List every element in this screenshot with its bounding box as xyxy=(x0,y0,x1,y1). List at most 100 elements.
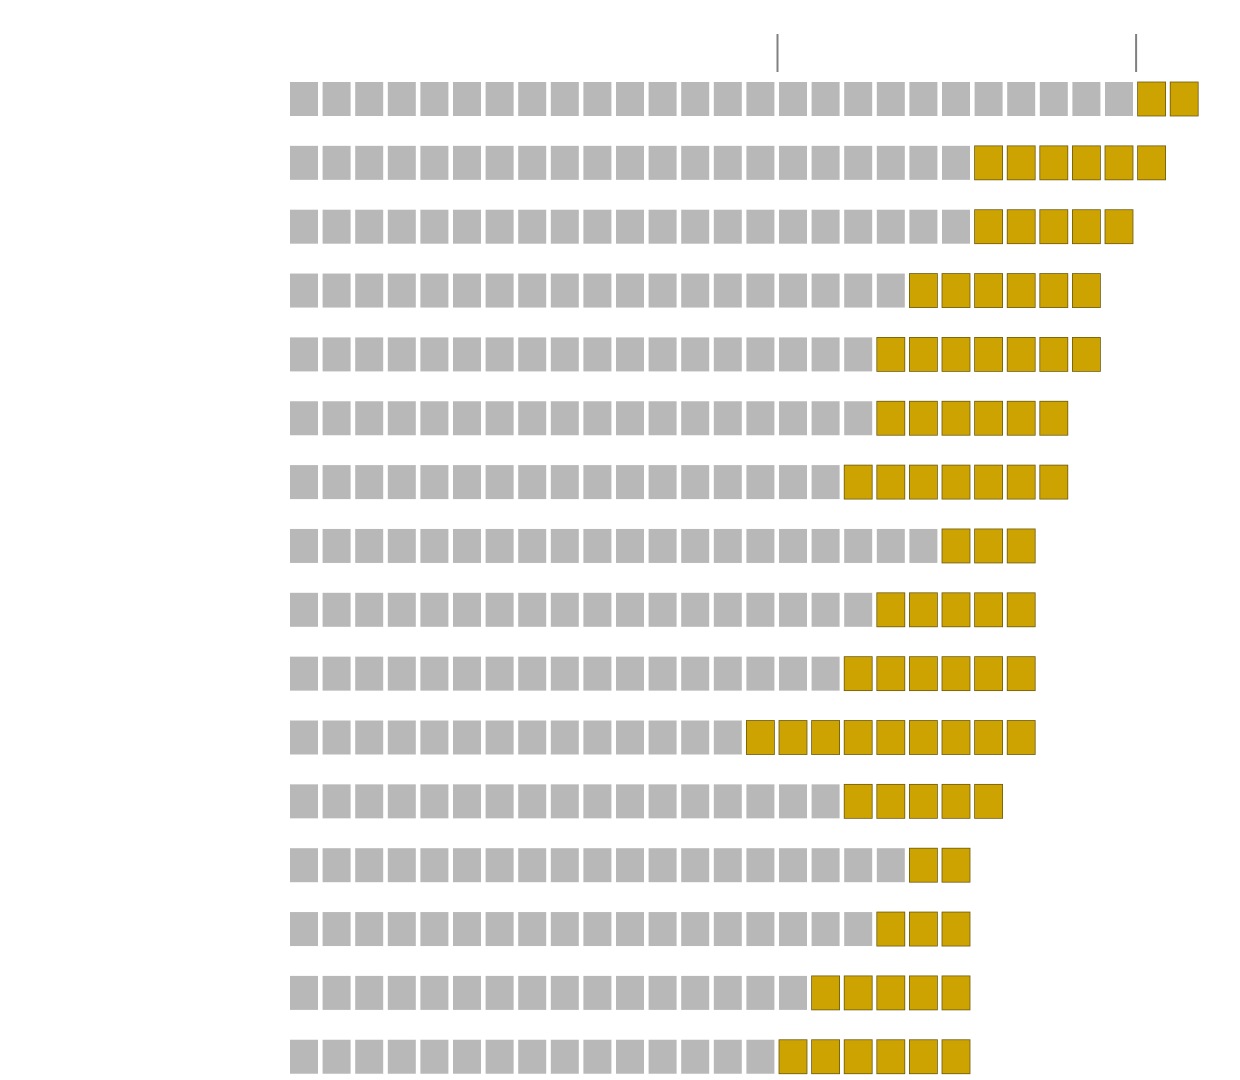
gray-cell xyxy=(1039,82,1068,116)
gray-cell xyxy=(420,528,449,563)
gray-cell xyxy=(322,209,351,244)
gold-cell xyxy=(876,783,906,819)
gray-cell xyxy=(583,145,612,180)
gold-cell xyxy=(778,1039,808,1075)
waffle-row xyxy=(290,400,1069,436)
gold-cell xyxy=(876,975,906,1011)
gold-cell xyxy=(941,1039,971,1075)
gray-cell xyxy=(518,1039,547,1074)
gold-cell xyxy=(1072,145,1101,181)
gray-cell xyxy=(779,592,807,627)
gray-cell xyxy=(746,912,775,947)
gray-cell xyxy=(387,784,416,819)
gray-cell xyxy=(518,337,547,372)
gray-cell xyxy=(746,401,775,436)
gold-cell xyxy=(1072,336,1101,372)
gray-cell xyxy=(681,592,710,627)
gray-cell xyxy=(387,209,416,244)
gray-cell xyxy=(811,401,840,436)
gray-cell xyxy=(616,592,644,627)
gray-cell xyxy=(485,1039,514,1074)
gold-cell xyxy=(941,400,971,436)
gray-cell xyxy=(648,82,677,116)
gold-cell xyxy=(1104,209,1134,245)
gray-cell xyxy=(550,912,579,947)
gray-cell xyxy=(681,912,710,947)
gray-cell xyxy=(583,848,612,883)
gold-cell xyxy=(1169,81,1199,117)
gray-cell xyxy=(518,848,547,883)
gold-cell xyxy=(974,336,1003,372)
gray-cell xyxy=(550,656,579,691)
waffle-row xyxy=(290,273,1101,308)
gray-cell xyxy=(681,465,710,500)
gray-cell xyxy=(453,528,481,563)
gray-cell xyxy=(550,592,579,627)
gold-cell xyxy=(778,720,808,755)
gray-cell xyxy=(746,82,775,116)
gray-cell xyxy=(616,465,644,500)
gray-cell xyxy=(453,720,481,755)
gray-cell xyxy=(616,528,644,563)
gray-cell xyxy=(550,401,579,436)
gold-cell xyxy=(974,464,1003,500)
gold-cell xyxy=(941,720,971,755)
gray-cell xyxy=(876,82,905,116)
gray-cell xyxy=(583,656,612,691)
gray-cell xyxy=(355,784,384,819)
gray-cell xyxy=(420,848,449,883)
gray-cell xyxy=(322,82,351,116)
gray-cell xyxy=(648,209,677,244)
gray-cell xyxy=(355,592,384,627)
gray-cell xyxy=(322,273,351,308)
gold-cell xyxy=(1006,464,1036,500)
gold-cell xyxy=(1039,145,1069,181)
gray-cell xyxy=(290,401,318,436)
gold-cell xyxy=(909,273,938,308)
gray-cell xyxy=(811,273,840,308)
gray-cell xyxy=(779,82,807,116)
gray-cell xyxy=(420,656,449,691)
gray-cell xyxy=(844,337,873,372)
gray-cell xyxy=(779,145,807,180)
gray-cell xyxy=(387,848,416,883)
gray-cell xyxy=(583,912,612,947)
gray-cell xyxy=(713,337,742,372)
gray-cell xyxy=(746,465,775,500)
gray-cell xyxy=(583,465,612,500)
waffle-row xyxy=(290,720,1036,755)
waffle-row xyxy=(290,847,971,883)
gray-cell xyxy=(355,465,384,500)
gray-cell xyxy=(779,656,807,691)
gray-cell xyxy=(518,401,547,436)
gray-cell xyxy=(681,656,710,691)
gray-cell xyxy=(713,912,742,947)
gray-cell xyxy=(550,82,579,116)
gray-cell xyxy=(518,209,547,244)
gray-cell xyxy=(453,1039,481,1074)
gray-cell xyxy=(746,784,775,819)
gray-cell xyxy=(616,912,644,947)
gold-cell xyxy=(1006,336,1036,372)
gold-cell xyxy=(909,464,938,500)
gold-cell xyxy=(843,656,873,692)
gray-cell xyxy=(616,848,644,883)
gold-cell xyxy=(974,528,1003,564)
gray-cell xyxy=(387,975,416,1010)
gold-cell xyxy=(909,847,938,883)
gray-cell xyxy=(779,528,807,563)
waffle-row xyxy=(290,81,1199,117)
gray-cell xyxy=(811,784,840,819)
gray-cell xyxy=(779,273,807,308)
gray-cell xyxy=(550,337,579,372)
waffle-row xyxy=(290,145,1166,181)
gray-cell xyxy=(942,82,970,116)
gray-cell xyxy=(713,465,742,500)
gray-cell xyxy=(648,656,677,691)
gray-cell xyxy=(811,912,840,947)
gold-cell xyxy=(876,656,906,692)
gray-cell xyxy=(681,720,710,755)
gold-cell xyxy=(1006,592,1036,628)
gray-cell xyxy=(322,848,351,883)
gold-cell xyxy=(941,975,971,1011)
